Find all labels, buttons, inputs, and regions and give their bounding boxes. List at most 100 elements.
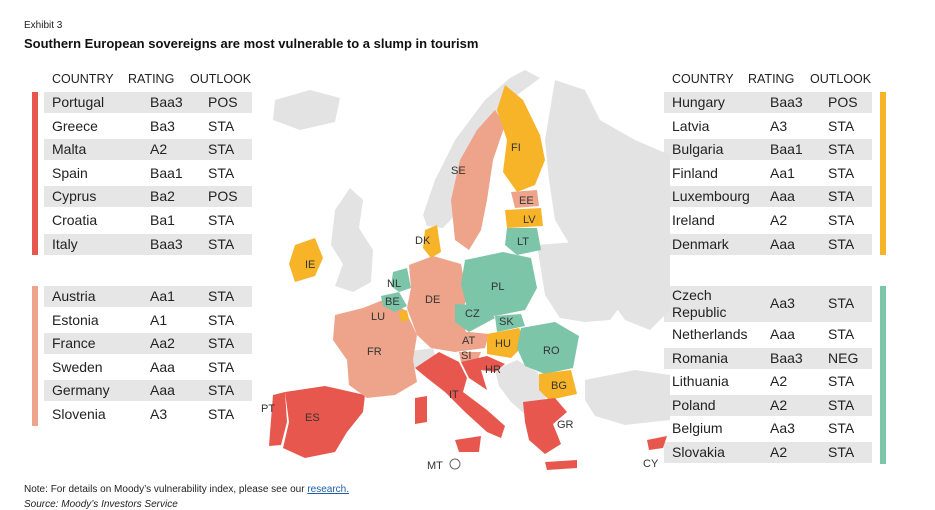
table-row: Slovakia A2 STA: [664, 442, 872, 463]
label-es: ES: [305, 412, 320, 424]
outlook-cell: STA: [828, 188, 855, 205]
bulgaria-shape: [539, 370, 577, 400]
outlook-cell: POS: [208, 94, 238, 110]
rating-cell: Aa2: [150, 335, 175, 352]
rating-cell: Aaa: [150, 382, 175, 399]
group-color-bar: [880, 92, 886, 256]
spain-shape: [283, 386, 365, 458]
country-cell: Portugal: [52, 94, 105, 110]
outlook-cell: STA: [208, 311, 235, 328]
denmark-shape: [423, 225, 441, 258]
group-color-bar: [32, 92, 38, 256]
outlook-cell: STA: [208, 382, 235, 399]
exhibit-label: Exhibit 3: [24, 20, 63, 31]
turkey-shape: [585, 370, 670, 425]
research-link[interactable]: research.: [307, 484, 349, 495]
poland-shape: [461, 252, 537, 316]
footnote: Note: For details on Moody’s vulnerabili…: [24, 484, 349, 495]
label-si: SI: [461, 350, 471, 362]
rating-cell: Aaa: [770, 326, 795, 342]
europe-map: PT ES FR IE BE NL LU DE DK SE FI EE LV L…: [261, 70, 670, 472]
rating-cell: A3: [150, 406, 168, 422]
label-de: DE: [425, 294, 440, 306]
uk-shape: [331, 188, 373, 292]
outlook-cell: POS: [828, 94, 858, 110]
table-row: Slovenia A3 STA: [44, 404, 252, 425]
country-cell: Austria: [52, 288, 96, 304]
label-be: BE: [385, 296, 400, 308]
country-cell: Sweden: [52, 358, 103, 375]
lithuania-shape: [505, 228, 541, 255]
table-row: Ireland A2 STA: [664, 210, 872, 231]
label-hr: HR: [485, 364, 501, 376]
outlook-cell: STA: [828, 326, 855, 342]
eu-countries: [269, 85, 667, 470]
outlook-cell: STA: [208, 235, 235, 252]
table-row: Germany Aaa STA: [44, 380, 252, 402]
outlook-cell: STA: [828, 420, 855, 437]
czechia-shape: [455, 304, 495, 332]
rating-cell: A2: [150, 141, 168, 158]
table-row: Cyprus Ba2 POS: [44, 186, 252, 208]
outlook-cell: STA: [828, 373, 855, 390]
table-row: Austria Aa1 STA: [44, 286, 252, 307]
label-lt: LT: [517, 236, 529, 248]
russia-shape: [545, 80, 670, 330]
table-row: Hungary Baa3 POS: [664, 92, 872, 113]
country-labels: PT ES FR IE BE NL LU DE DK SE FI EE LV L…: [261, 142, 659, 472]
outlook-cell: STA: [208, 117, 235, 134]
table-row: Spain Baa1 STA: [44, 163, 252, 184]
belgium-shape: [381, 292, 407, 312]
iceland-shape: [273, 90, 340, 130]
outlook-cell: STA: [828, 164, 855, 181]
rating-cell: Aa3: [770, 420, 795, 437]
rating-cell: Aaa: [770, 188, 795, 205]
country-cell: Lithuania: [672, 373, 729, 390]
country-cell: Slovakia: [672, 444, 725, 460]
table-row: Luxembourg Aaa STA: [664, 186, 872, 208]
label-fi: FI: [511, 142, 521, 154]
rating-cell: Aaa: [150, 358, 175, 375]
rating-cell: Baa3: [770, 94, 803, 110]
rating-cell: Aa1: [770, 164, 795, 181]
label-ie: IE: [305, 259, 315, 271]
country-cell: Finland: [672, 164, 718, 181]
greece-shape: [523, 398, 567, 454]
latvia-shape: [505, 208, 543, 228]
label-lu: LU: [371, 311, 385, 323]
germany-shape: [407, 256, 469, 352]
table-row: Croatia Ba1 STA: [44, 210, 252, 231]
outlook-cell: STA: [828, 141, 855, 158]
country-cell: Estonia: [52, 311, 99, 328]
label-ee: EE: [519, 195, 534, 207]
hungary-shape: [487, 328, 527, 358]
belarus-ukraine-shape: [537, 242, 625, 322]
table-row: Netherlands Aaa STA: [664, 324, 872, 345]
rating-cell: Baa1: [770, 141, 803, 158]
country-cell: Spain: [52, 164, 88, 181]
label-pt: PT: [261, 403, 275, 415]
ireland-shape: [289, 238, 323, 282]
country-cell: Romania: [672, 349, 729, 366]
country-cell: Greece: [52, 117, 98, 134]
label-fr: FR: [367, 346, 382, 358]
table-row: Portugal Baa3 POS: [44, 92, 252, 113]
rating-cell: Baa3: [150, 94, 183, 110]
table-row: Lithuania A2 STA: [664, 371, 872, 392]
header-country: COUNTRY: [672, 72, 734, 86]
country-cell: Belgium: [672, 420, 723, 437]
rating-cell: Baa1: [150, 164, 183, 181]
country-cell: Bulgaria: [672, 141, 724, 158]
outlook-cell: STA: [828, 444, 855, 460]
country-cell: Germany: [52, 382, 110, 399]
outlook-cell: STA: [208, 358, 235, 375]
country-cell: Malta: [52, 141, 87, 158]
portugal-shape: [269, 392, 287, 446]
table-row: Estonia A1 STA: [44, 310, 252, 331]
country-cell: Poland: [672, 396, 716, 413]
outlook-cell: NEG: [828, 349, 859, 366]
outlook-cell: STA: [208, 288, 235, 304]
table-row: Romania Baa3 NEG: [664, 347, 872, 369]
country-cell: Italy: [52, 235, 78, 252]
romania-shape: [517, 322, 579, 374]
